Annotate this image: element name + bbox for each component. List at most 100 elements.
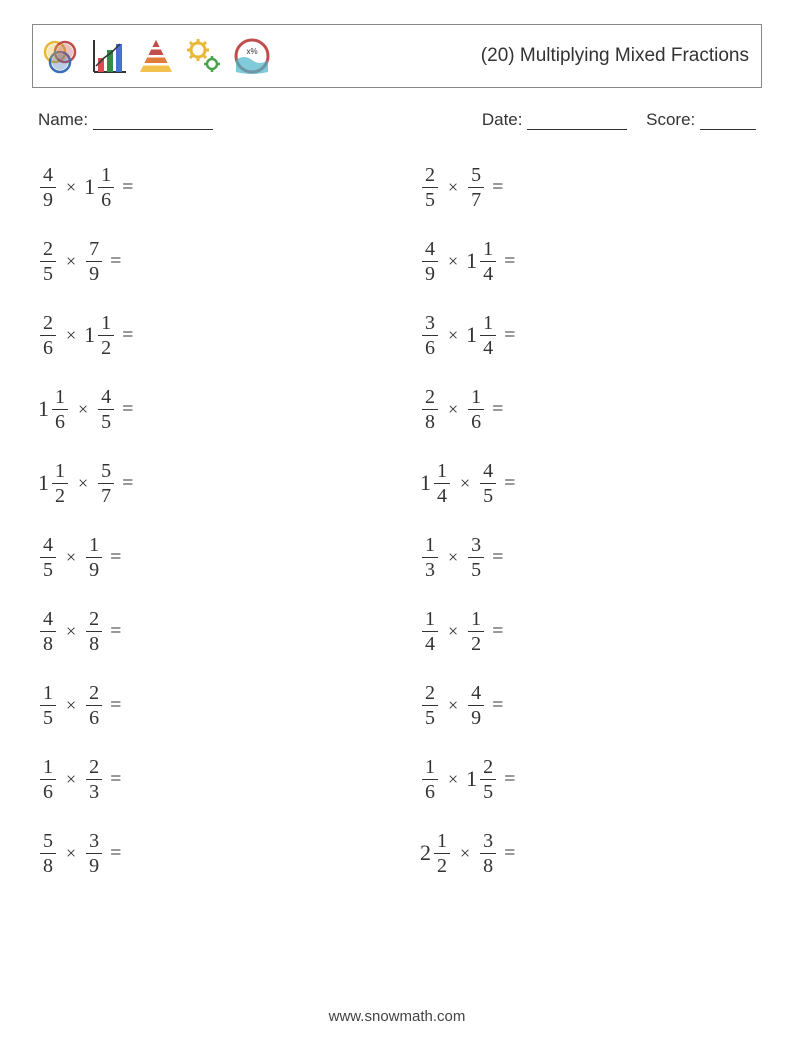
times-sign: × (78, 473, 88, 494)
times-sign: × (448, 769, 458, 790)
times-sign: × (66, 177, 76, 198)
numerator: 2 (422, 683, 438, 706)
problem: 16×125= (420, 742, 762, 816)
problem: 25×57= (420, 150, 762, 224)
fraction: 14 (434, 461, 450, 506)
problem: 16×23= (38, 742, 380, 816)
equals-sign: = (122, 324, 133, 347)
times-sign: × (448, 621, 458, 642)
fraction: 28 (422, 387, 438, 432)
footer-url: www.snowmath.com (32, 990, 762, 1053)
denominator: 2 (468, 632, 484, 654)
fraction: 25 (40, 239, 56, 284)
fraction: 49 (40, 165, 56, 210)
denominator: 4 (434, 484, 450, 506)
fraction: 12 (52, 461, 68, 506)
denominator: 5 (468, 558, 484, 580)
numerator: 1 (422, 609, 438, 632)
fraction: 49 (422, 239, 438, 284)
numerator: 2 (422, 387, 438, 410)
bar-chart-icon (87, 35, 129, 77)
date-line[interactable] (527, 112, 627, 130)
denominator: 6 (86, 706, 102, 728)
numerator: 5 (468, 165, 484, 188)
percent-ring-icon: x% (231, 35, 273, 77)
problem: 25×79= (38, 224, 380, 298)
denominator: 8 (422, 410, 438, 432)
denominator: 4 (480, 336, 496, 358)
fraction: 57 (468, 165, 484, 210)
numerator: 1 (52, 461, 68, 484)
whole-part: 1 (84, 174, 95, 200)
times-sign: × (66, 769, 76, 790)
denominator: 6 (40, 336, 56, 358)
times-sign: × (460, 473, 470, 494)
equals-sign: = (110, 250, 121, 273)
times-sign: × (448, 251, 458, 272)
numerator: 1 (52, 387, 68, 410)
gears-icon (183, 35, 225, 77)
equals-sign: = (110, 842, 121, 865)
fraction: 13 (422, 535, 438, 580)
denominator: 5 (40, 558, 56, 580)
denominator: 6 (98, 188, 114, 210)
denominator: 5 (422, 188, 438, 210)
date-label: Date: (482, 110, 523, 129)
numerator: 2 (86, 757, 102, 780)
whole-part: 1 (420, 470, 431, 496)
numerator: 1 (422, 757, 438, 780)
fraction: 16 (52, 387, 68, 432)
times-sign: × (448, 399, 458, 420)
equals-sign: = (492, 546, 503, 569)
numerator: 5 (98, 461, 114, 484)
whole-part: 1 (84, 322, 95, 348)
times-sign: × (66, 251, 76, 272)
denominator: 6 (422, 336, 438, 358)
fraction: 38 (480, 831, 496, 876)
fraction: 35 (468, 535, 484, 580)
denominator: 3 (86, 780, 102, 802)
equals-sign: = (504, 472, 515, 495)
denominator: 9 (40, 188, 56, 210)
equals-sign: = (492, 694, 503, 717)
problem: 28×16= (420, 372, 762, 446)
denominator: 6 (468, 410, 484, 432)
equals-sign: = (122, 176, 133, 199)
fraction: 16 (468, 387, 484, 432)
denominator: 2 (98, 336, 114, 358)
score-line[interactable] (700, 112, 756, 130)
numerator: 7 (86, 239, 102, 262)
numerator: 3 (468, 535, 484, 558)
times-sign: × (66, 843, 76, 864)
denominator: 2 (52, 484, 68, 506)
fraction: 12 (98, 313, 114, 358)
denominator: 5 (40, 706, 56, 728)
fraction: 45 (40, 535, 56, 580)
fraction: 25 (422, 683, 438, 728)
fraction: 26 (86, 683, 102, 728)
fraction: 28 (86, 609, 102, 654)
denominator: 5 (40, 262, 56, 284)
denominator: 4 (480, 262, 496, 284)
problem: 58×39= (38, 816, 380, 890)
fraction: 12 (434, 831, 450, 876)
times-sign: × (66, 547, 76, 568)
equals-sign: = (110, 620, 121, 643)
whole-part: 1 (466, 766, 477, 792)
name-label: Name: (38, 110, 88, 129)
fraction: 48 (40, 609, 56, 654)
problem: 212×38= (420, 816, 762, 890)
numerator: 1 (434, 831, 450, 854)
problem: 112×57= (38, 446, 380, 520)
info-row: Name: Date: Score: (38, 110, 756, 130)
denominator: 8 (40, 632, 56, 654)
fraction: 16 (40, 757, 56, 802)
name-line[interactable] (93, 112, 213, 130)
equals-sign: = (492, 620, 503, 643)
problem: 15×26= (38, 668, 380, 742)
numerator: 4 (468, 683, 484, 706)
numerator: 1 (480, 239, 496, 262)
fraction: 25 (422, 165, 438, 210)
svg-text:x%: x% (246, 47, 257, 56)
denominator: 7 (98, 484, 114, 506)
